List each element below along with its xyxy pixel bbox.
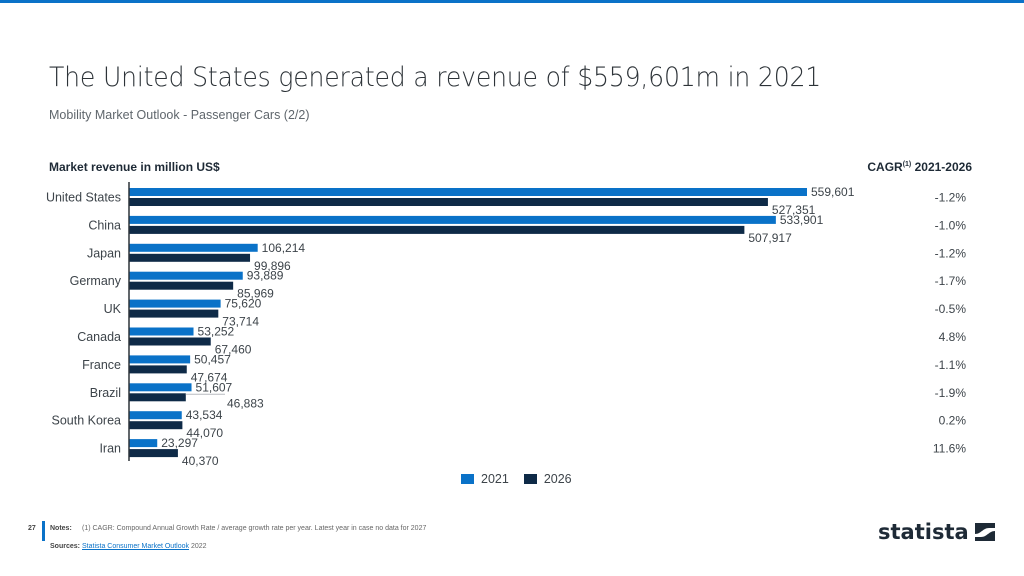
category-label: Canada xyxy=(77,330,121,344)
category-label: South Korea xyxy=(52,414,122,428)
cagr-value: -1.9% xyxy=(935,386,967,400)
footer-accent-bar xyxy=(42,521,45,541)
bar-2026 xyxy=(129,225,745,234)
bar-2021 xyxy=(129,327,194,336)
value-label-2026: 44,070 xyxy=(186,426,223,440)
sources-link[interactable]: Statista Consumer Market Outlook xyxy=(82,543,189,550)
value-label-2026: 99,896 xyxy=(254,259,291,273)
page-number: 27 xyxy=(28,525,36,532)
bar-2026 xyxy=(129,253,251,262)
legend-label-2026: 2026 xyxy=(543,472,572,486)
axis-title: Market revenue in million US$ xyxy=(49,160,220,174)
value-label-2026: 46,883 xyxy=(227,396,264,410)
value-label-2026: 507,917 xyxy=(748,231,792,245)
top-accent-bar xyxy=(0,0,1024,3)
category-label: UK xyxy=(104,302,122,316)
value-label-2026: 85,969 xyxy=(237,287,274,301)
category-label: United States xyxy=(46,191,121,205)
category-label: Germany xyxy=(70,274,122,288)
sources-year: 2022 xyxy=(189,543,207,550)
cagr-value: 4.8% xyxy=(939,330,967,344)
category-label: Japan xyxy=(87,246,121,260)
sources-label: Sources: xyxy=(50,543,80,550)
value-label-2021: 23,297 xyxy=(161,436,198,450)
bar-2021 xyxy=(129,243,258,252)
bar-2026 xyxy=(129,393,186,402)
category-label: Iran xyxy=(99,442,121,456)
cagr-value: 11.6% xyxy=(933,442,966,456)
value-label-2021: 43,534 xyxy=(186,408,223,422)
legend-item-2026[interactable]: 2026 xyxy=(523,472,572,486)
notes-text: (1) CAGR: Compound Annual Growth Rate / … xyxy=(82,525,427,532)
cagr-value: 0.2% xyxy=(939,414,967,428)
sources-text: Statista Consumer Market Outlook 2022 xyxy=(82,543,207,550)
cagr-value: -0.5% xyxy=(935,302,967,316)
bar-2026 xyxy=(129,309,219,318)
value-label-2021: 533,901 xyxy=(780,213,824,227)
value-label-2021: 106,214 xyxy=(262,241,306,255)
bar-2021 xyxy=(129,271,243,280)
cagr-footnote-marker: (1) xyxy=(902,161,912,168)
value-label-2021: 559,601 xyxy=(811,185,855,199)
bar-2026 xyxy=(129,421,183,430)
cagr-title-suffix: 2021-2026 xyxy=(911,160,972,174)
bar-2026 xyxy=(129,337,211,346)
bar-2026 xyxy=(129,281,234,290)
statista-logo-icon xyxy=(974,523,995,541)
value-label-2026: 73,714 xyxy=(222,315,259,329)
bar-2021 xyxy=(129,439,158,448)
cagr-value: -1.2% xyxy=(935,246,967,260)
category-label: France xyxy=(82,358,121,372)
cagr-column-title: CAGR(1) 2021-2026 xyxy=(867,160,972,174)
value-label-2026: 47,674 xyxy=(191,370,228,384)
value-label-2026: 40,370 xyxy=(182,454,219,468)
value-label-2021: 53,252 xyxy=(198,325,235,339)
bar-2021 xyxy=(129,188,807,196)
category-label: Brazil xyxy=(90,386,121,400)
bar-2021 xyxy=(129,411,182,420)
cagr-value: -1.0% xyxy=(935,218,967,232)
page-subtitle: Mobility Market Outlook - Passenger Cars… xyxy=(49,108,310,122)
statista-logo[interactable]: statista xyxy=(878,520,995,544)
cagr-value: -1.2% xyxy=(935,191,967,205)
value-label-2026: 527,351 xyxy=(772,203,816,217)
legend-item-2021[interactable]: 2021 xyxy=(461,472,509,486)
legend-label-2021: 2021 xyxy=(481,472,509,486)
cagr-title-text: CAGR xyxy=(867,160,903,174)
bar-2021 xyxy=(129,383,192,392)
legend-swatch-2021 xyxy=(461,474,474,484)
bar-2026 xyxy=(129,198,768,206)
bar-2026 xyxy=(129,449,178,458)
bar-2026 xyxy=(129,365,187,374)
value-label-2021: 50,457 xyxy=(194,352,231,366)
cagr-value: -1.1% xyxy=(935,358,967,372)
cagr-value: -1.7% xyxy=(935,274,967,288)
value-label-2021: 75,620 xyxy=(225,297,262,311)
value-label-2026: 67,460 xyxy=(215,343,252,357)
bar-2021 xyxy=(129,215,776,224)
bar-2021 xyxy=(129,299,221,308)
logo-text: statista xyxy=(878,520,969,544)
category-label: China xyxy=(88,218,121,232)
page-title: The United States generated a revenue of… xyxy=(49,62,822,93)
value-label-2021: 93,889 xyxy=(247,269,284,283)
value-label-2021: 51,607 xyxy=(196,380,233,394)
bar-2021 xyxy=(129,355,191,364)
legend-swatch-2026 xyxy=(523,474,537,484)
legend: 2021 2026 xyxy=(461,472,587,486)
notes-label: Notes: xyxy=(50,525,72,532)
